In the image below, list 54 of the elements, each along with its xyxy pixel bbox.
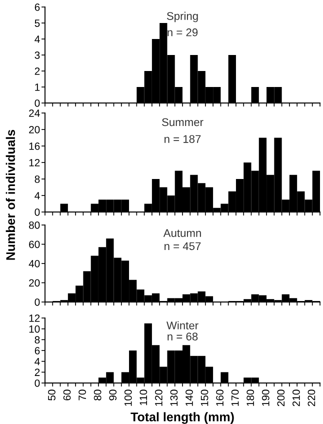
y-tick-label: 2 bbox=[34, 68, 40, 75]
x-tick-label: 110 bbox=[140, 390, 148, 406]
y-tick-label: 8 bbox=[34, 176, 40, 183]
chart-title: Winter bbox=[166, 321, 198, 330]
y-tick-label: 0 bbox=[34, 100, 40, 107]
y-tick-label: 2 bbox=[34, 368, 40, 376]
y-tick-label: 6 bbox=[34, 4, 40, 11]
x-tick-label: 70 bbox=[78, 390, 86, 400]
text: n = 187 bbox=[164, 135, 201, 143]
x-tick-label: 150 bbox=[200, 390, 208, 406]
x-tick-label: 190 bbox=[262, 390, 270, 406]
x-tick-label: 200 bbox=[277, 390, 285, 406]
text: n = 29 bbox=[168, 28, 198, 36]
x-tick-label: 120 bbox=[155, 390, 162, 406]
x-tick-label: 100 bbox=[124, 390, 132, 406]
y-tick-label: 0 bbox=[34, 380, 40, 387]
chart-title: Spring bbox=[166, 12, 198, 22]
x-tick-label: 210 bbox=[292, 390, 300, 406]
y-tick-label: 3 bbox=[34, 52, 40, 59]
chart-title: Autumn bbox=[163, 229, 201, 238]
y-tick-label: 24 bbox=[29, 110, 40, 117]
y-tick-label: 0 bbox=[34, 208, 40, 216]
x-axis-title: Total length (mm) bbox=[130, 412, 234, 424]
y-tick-label: 8 bbox=[34, 336, 40, 344]
text: n = 457 bbox=[164, 242, 201, 250]
y-tick-label: 80 bbox=[29, 222, 40, 229]
x-tick-label: 160 bbox=[216, 390, 224, 406]
x-tick-label: 60 bbox=[63, 390, 71, 400]
y-tick-label: 4 bbox=[34, 192, 40, 200]
y-tick-label: 20 bbox=[29, 279, 40, 287]
x-tick-label: 130 bbox=[170, 390, 178, 406]
x-tick-label: 90 bbox=[109, 390, 117, 400]
y-tick-label: 40 bbox=[28, 260, 40, 268]
x-tick-label: 180 bbox=[246, 390, 254, 406]
x-tick-label: 220 bbox=[308, 390, 316, 406]
y-tick-label: 10 bbox=[29, 325, 40, 333]
y-axis-title: Number of individuals bbox=[6, 130, 16, 260]
y-tick-label: 6 bbox=[34, 347, 40, 354]
y-tick-label: 1 bbox=[35, 84, 40, 91]
y-tick-label: 12 bbox=[29, 159, 40, 166]
y-tick-label: 5 bbox=[34, 20, 40, 27]
y-tick-label: 60 bbox=[29, 240, 40, 248]
y-tick-label: 20 bbox=[29, 126, 40, 134]
y-tick-label: 4 bbox=[34, 358, 40, 366]
x-tick-label: 140 bbox=[186, 390, 193, 406]
text: n = 68 bbox=[168, 332, 198, 340]
y-tick-label: 4 bbox=[34, 36, 40, 43]
x-tick-label: 50 bbox=[48, 390, 56, 400]
y-tick-label: 16 bbox=[29, 142, 40, 150]
x-tick-label: 80 bbox=[94, 390, 102, 400]
chart-title: Summer bbox=[162, 118, 204, 126]
y-tick-label: 0 bbox=[34, 298, 40, 306]
x-tick-label: 170 bbox=[231, 390, 239, 406]
y-tick-label: 12 bbox=[29, 314, 40, 322]
